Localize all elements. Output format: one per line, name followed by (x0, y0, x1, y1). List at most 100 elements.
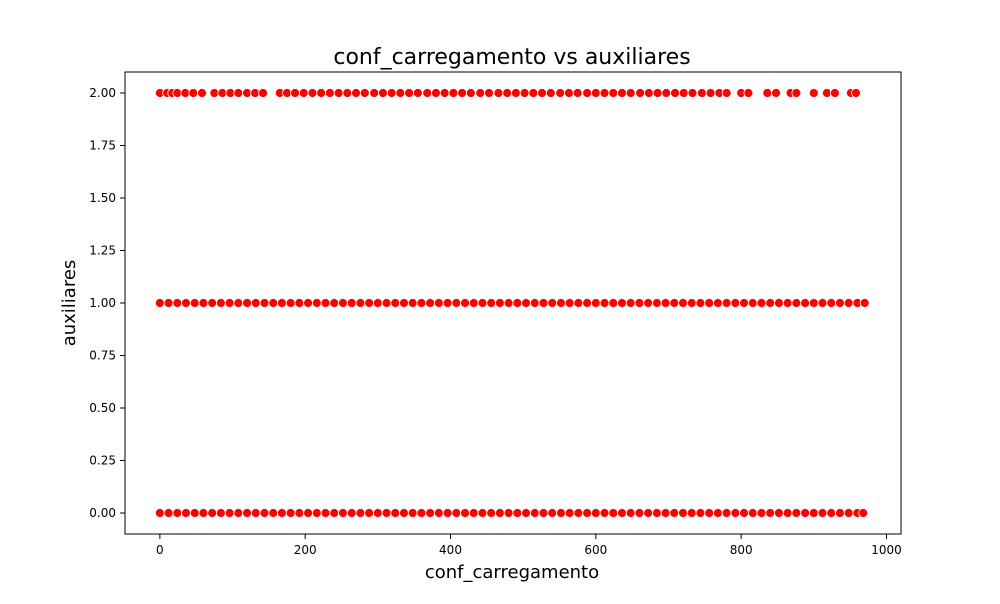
data-point (311, 508, 322, 518)
data-point (538, 508, 549, 518)
data-point (817, 508, 828, 518)
data-point (643, 298, 654, 308)
data-point (303, 298, 314, 308)
data-point (791, 298, 802, 308)
data-point (599, 508, 610, 518)
data-point (442, 508, 453, 518)
data-point (268, 508, 279, 518)
data-point (495, 508, 505, 518)
x-tick-label: 800 (730, 543, 753, 557)
data-point (739, 298, 749, 308)
data-point (404, 88, 415, 98)
y-tick-label: 2.00 (89, 86, 116, 100)
data-point (495, 298, 505, 308)
data-point (625, 298, 636, 308)
data-point (468, 508, 479, 518)
data-point (808, 88, 819, 98)
data-point (433, 298, 444, 308)
data-point (390, 508, 401, 518)
data-point (519, 88, 530, 98)
data-point (486, 298, 497, 308)
data-point (448, 88, 459, 98)
data-point (503, 298, 514, 308)
data-point (521, 508, 531, 518)
data-point (425, 298, 436, 308)
x-axis-label: conf_carregamento (425, 562, 599, 583)
data-point (756, 298, 767, 308)
data-point (399, 298, 409, 308)
data-point (475, 88, 486, 98)
data-point (859, 298, 870, 308)
data-point (858, 508, 869, 518)
data-point (451, 508, 462, 518)
data-point (529, 298, 540, 308)
data-point (721, 88, 732, 98)
data-point (564, 88, 574, 98)
data-point (678, 508, 688, 518)
data-point (730, 298, 741, 308)
data-point (669, 298, 680, 308)
data-point (608, 298, 619, 308)
data-point (826, 508, 837, 518)
data-point (259, 298, 270, 308)
data-point (573, 298, 584, 308)
data-point (537, 88, 547, 98)
data-point (791, 88, 802, 98)
data-point (224, 508, 235, 518)
data-point (351, 88, 361, 98)
data-point (290, 88, 300, 98)
data-point (372, 298, 383, 308)
data-point (660, 508, 671, 518)
data-point (233, 298, 244, 308)
data-point (556, 508, 566, 518)
data-point (547, 298, 558, 308)
data-point (316, 88, 327, 98)
data-point (762, 88, 773, 98)
data-point (651, 298, 662, 308)
data-point (342, 88, 353, 98)
data-point (216, 298, 226, 308)
y-tick-label: 0.25 (89, 454, 116, 468)
data-point (395, 88, 406, 98)
data-point (477, 298, 488, 308)
data-point (678, 298, 688, 308)
data-point (851, 88, 861, 98)
chart-title: conf_carregamento vs auxiliares (333, 45, 690, 70)
data-point (484, 88, 494, 98)
data-point (172, 508, 183, 518)
data-point (835, 508, 845, 518)
data-point (791, 508, 802, 518)
data-point (582, 508, 593, 518)
data-point (747, 508, 758, 518)
data-point (477, 508, 488, 518)
data-point (528, 88, 539, 98)
data-point (258, 88, 268, 98)
data-point (634, 508, 645, 518)
data-point (573, 508, 584, 518)
data-point (643, 508, 654, 518)
data-point (460, 508, 470, 518)
data-point (285, 508, 296, 518)
data-point (705, 88, 716, 98)
data-point (678, 88, 689, 98)
data-point (355, 298, 366, 308)
x-axis: 0 200 400 600 800 1000 (156, 534, 902, 557)
data-point (338, 508, 348, 518)
data-point (564, 298, 575, 308)
data-point (771, 88, 781, 98)
data-point (329, 508, 340, 518)
data-point (442, 298, 453, 308)
data-point (721, 298, 732, 308)
data-point (189, 298, 200, 308)
data-point (713, 508, 723, 518)
data-point (800, 508, 810, 518)
data-point (372, 508, 383, 518)
data-point (425, 508, 436, 518)
data-point (555, 88, 566, 98)
data-point (782, 508, 793, 518)
data-point (457, 88, 468, 98)
data-point (242, 508, 252, 518)
data-point (843, 298, 854, 308)
data-point (643, 88, 654, 98)
